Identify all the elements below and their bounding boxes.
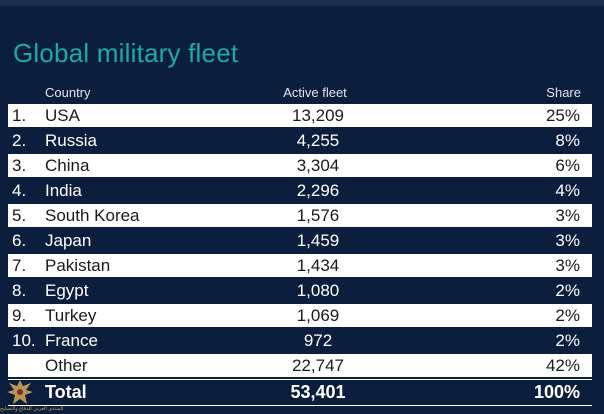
row-rank: 6. bbox=[12, 231, 27, 250]
row-share: 3% bbox=[555, 256, 580, 275]
table-row: 6. Japan 1,459 3% bbox=[8, 229, 592, 252]
row-country: China bbox=[45, 156, 90, 175]
row-rank: 3. bbox=[12, 156, 27, 175]
row-fleet: 13,209 bbox=[292, 106, 344, 125]
watermark-text: المنتدى العربي للدفاع والتسليح bbox=[0, 406, 64, 412]
header-share: Share bbox=[546, 85, 581, 100]
row-rank: 1. bbox=[12, 106, 27, 125]
row-rank: 9. bbox=[12, 306, 27, 325]
eagle-logo-icon bbox=[7, 380, 33, 404]
row-country: France bbox=[45, 331, 98, 350]
total-row-wrap: Total 53,401 100% bbox=[0, 379, 604, 406]
row-share: 2% bbox=[555, 331, 580, 350]
row-country: USA bbox=[45, 106, 80, 125]
header-country: Country bbox=[45, 85, 91, 100]
row-share: 2% bbox=[555, 281, 580, 300]
row-country: Japan bbox=[45, 231, 92, 250]
row-fleet: 1,080 bbox=[296, 281, 340, 300]
top-strip bbox=[0, 0, 604, 6]
row-share: 8% bbox=[555, 131, 580, 150]
table-row: 1. USA 13,209 25% bbox=[8, 104, 592, 127]
row-country: Pakistan bbox=[45, 256, 111, 275]
row-fleet: 1,576 bbox=[296, 206, 340, 225]
row-share: 3% bbox=[555, 231, 580, 250]
table-row: 9. Turkey 1,069 2% bbox=[8, 304, 592, 327]
row-rank: 10. bbox=[12, 331, 36, 350]
total-label: Total bbox=[45, 382, 87, 402]
row-share: 4% bbox=[555, 181, 580, 200]
row-country: Russia bbox=[45, 131, 97, 150]
row-share: 6% bbox=[555, 156, 580, 175]
table-row: Other 22,747 42% bbox=[8, 354, 592, 377]
fleet-table: 1. USA 13,209 25% 2. Russia 4,255 8% 3. … bbox=[8, 104, 592, 379]
row-country: Egypt bbox=[45, 281, 89, 300]
row-country: India bbox=[45, 181, 82, 200]
row-fleet: 2,296 bbox=[296, 181, 340, 200]
table-row: 8. Egypt 1,080 2% bbox=[8, 279, 592, 302]
row-country: Other bbox=[45, 356, 88, 375]
divider bbox=[8, 405, 592, 406]
row-fleet: 1,459 bbox=[296, 231, 340, 250]
row-country: Turkey bbox=[45, 306, 97, 325]
table-row: 5. South Korea 1,576 3% bbox=[8, 204, 592, 227]
row-rank: 8. bbox=[12, 281, 27, 300]
row-fleet: 3,304 bbox=[296, 156, 340, 175]
row-fleet: 972 bbox=[303, 331, 333, 350]
row-fleet: 1,069 bbox=[296, 306, 340, 325]
page-title: Global military fleet bbox=[13, 38, 239, 68]
row-share: 2% bbox=[555, 306, 580, 325]
divider bbox=[8, 379, 592, 380]
row-rank: 5. bbox=[12, 206, 27, 225]
table-header: Country Active fleet Share bbox=[0, 84, 604, 102]
row-fleet: 4,255 bbox=[296, 131, 340, 150]
total-share: 100% bbox=[533, 382, 580, 402]
table-row: 10. France 972 2% bbox=[8, 329, 592, 352]
row-fleet: 1,434 bbox=[296, 256, 340, 275]
row-country: South Korea bbox=[45, 206, 140, 225]
header-active-fleet: Active fleet bbox=[283, 85, 347, 100]
row-share: 25% bbox=[545, 106, 580, 125]
table-row: 2. Russia 4,255 8% bbox=[8, 129, 592, 152]
total-row: Total 53,401 100% bbox=[8, 380, 592, 405]
table-row: 4. India 2,296 4% bbox=[8, 179, 592, 202]
row-fleet: 22,747 bbox=[292, 356, 344, 375]
row-share: 3% bbox=[555, 206, 580, 225]
row-rank: 7. bbox=[12, 256, 27, 275]
row-rank: 2. bbox=[12, 131, 27, 150]
row-share: 42% bbox=[545, 356, 580, 375]
row-rank: 4. bbox=[12, 181, 27, 200]
table-row: 3. China 3,304 6% bbox=[8, 154, 592, 177]
table-row: 7. Pakistan 1,434 3% bbox=[8, 254, 592, 277]
total-fleet: 53,401 bbox=[290, 382, 346, 402]
